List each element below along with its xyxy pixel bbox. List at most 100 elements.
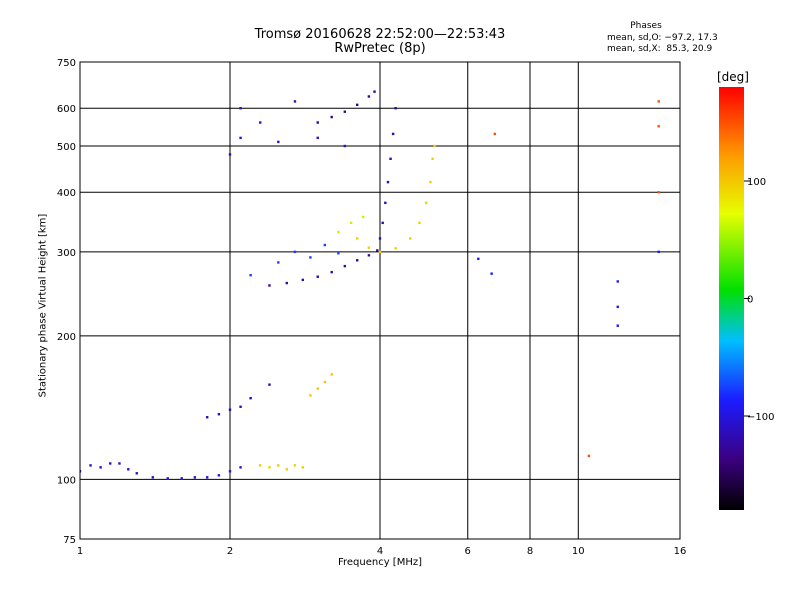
- echo-point: [355, 259, 359, 262]
- x-tick-label: 8: [527, 546, 533, 557]
- echo-point: [277, 140, 280, 144]
- echo-point: [316, 387, 319, 390]
- echo-point: [378, 237, 382, 240]
- x-axis-label: Frequency [MHz]: [337, 557, 423, 568]
- echo-point: [277, 464, 280, 467]
- echo-point: [361, 215, 365, 219]
- echo-point: [431, 157, 434, 161]
- echo-point: [409, 237, 412, 240]
- colorbar-tick-label: −100: [747, 412, 774, 423]
- echo-point: [135, 472, 138, 475]
- echo-point: [217, 474, 221, 477]
- echo-point: [268, 383, 271, 386]
- echo-point: [228, 408, 232, 411]
- echo-point: [228, 153, 232, 156]
- echo-point: [323, 380, 327, 384]
- echo-point: [239, 107, 242, 110]
- chart-title: Tromsø 20160628 22:52:00—22:53:43: [254, 27, 506, 42]
- echo-point: [337, 252, 340, 255]
- echo-point: [293, 100, 297, 103]
- echo-point: [239, 466, 242, 469]
- echo-point: [433, 144, 436, 148]
- echo-point: [330, 270, 333, 274]
- y-tick-label: 500: [57, 142, 76, 153]
- echo-point: [349, 221, 353, 225]
- echo-point: [180, 477, 183, 480]
- echo-point: [166, 477, 169, 480]
- echo-point: [355, 237, 359, 240]
- echo-point: [657, 125, 660, 128]
- echo-point: [429, 180, 432, 184]
- echo-point: [418, 221, 421, 225]
- echo-point: [239, 136, 242, 140]
- y-axis-label: Stationary phase Virtual Height [km]: [37, 213, 49, 398]
- echo-point: [616, 305, 619, 309]
- colorbar-tick-label: 100: [747, 177, 766, 188]
- echo-point: [378, 250, 382, 254]
- echo-point: [285, 281, 288, 285]
- grid-lines: [80, 62, 680, 539]
- phases-o-stats: mean, sd,O: −97.2, 17.3: [607, 33, 718, 43]
- y-tick-label: 100: [57, 475, 76, 486]
- echo-point: [394, 107, 397, 110]
- echo-point: [657, 191, 660, 194]
- x-tick-label: 4: [377, 546, 383, 557]
- echo-point: [367, 95, 371, 98]
- echo-point: [587, 454, 591, 458]
- echo-point: [259, 464, 262, 467]
- y-tick-label: 750: [57, 58, 76, 69]
- colorbar-ticks: 100 0 −100: [744, 177, 774, 423]
- echo-point: [309, 256, 312, 259]
- echo-point: [391, 132, 395, 136]
- x-tick-label: 6: [465, 546, 471, 557]
- echo-point: [367, 246, 371, 249]
- echo-point: [343, 144, 347, 148]
- echo-point: [268, 466, 271, 469]
- echo-point: [127, 468, 130, 471]
- echo-point: [343, 110, 347, 113]
- echo-point: [389, 157, 392, 161]
- y-tick-label: 200: [57, 332, 76, 343]
- echo-point: [239, 405, 242, 408]
- echo-point: [493, 132, 497, 136]
- echo-point: [394, 247, 397, 250]
- y-axis-ticks: 75 100 200 300 400 500 600 750: [57, 58, 76, 546]
- echo-point: [316, 121, 319, 124]
- echo-point: [277, 261, 280, 264]
- echo-point: [99, 466, 102, 469]
- echo-point: [337, 230, 340, 234]
- phases-x-stats: mean, sd,X: 85.3, 20.9: [607, 44, 713, 54]
- chart-subtitle: RwPretec (8p): [334, 41, 426, 56]
- echo-point: [293, 250, 297, 254]
- echo-point: [316, 136, 319, 140]
- x-axis-ticks: 1 2 4 6 8 10 16: [77, 546, 687, 557]
- x-tick-label: 16: [674, 546, 687, 557]
- echo-point: [373, 90, 376, 93]
- echo-point: [424, 201, 428, 205]
- y-tick-label: 600: [57, 104, 76, 115]
- echo-point: [376, 249, 379, 252]
- echo-point: [355, 103, 359, 107]
- colorbar: [719, 87, 744, 510]
- y-tick-label: 300: [57, 248, 76, 259]
- echo-point: [316, 275, 319, 278]
- x-tick-label: 10: [572, 546, 585, 557]
- echo-point: [301, 466, 305, 469]
- y-tick-label: 75: [63, 535, 76, 546]
- echo-point: [249, 396, 252, 400]
- colorbar-unit: [deg]: [717, 70, 749, 84]
- echo-point: [89, 464, 92, 467]
- echo-point: [386, 180, 390, 184]
- colorbar-tick-label: 0: [747, 295, 753, 306]
- echo-point: [205, 416, 209, 419]
- x-tick-label: 1: [77, 546, 83, 557]
- phases-title: Phases: [630, 21, 662, 31]
- x-tick-label: 2: [227, 546, 233, 557]
- echo-point: [323, 243, 327, 247]
- echo-point: [293, 464, 297, 467]
- echo-point: [367, 254, 371, 257]
- echo-point: [309, 394, 312, 397]
- echo-point: [381, 221, 384, 225]
- echo-point: [259, 121, 262, 124]
